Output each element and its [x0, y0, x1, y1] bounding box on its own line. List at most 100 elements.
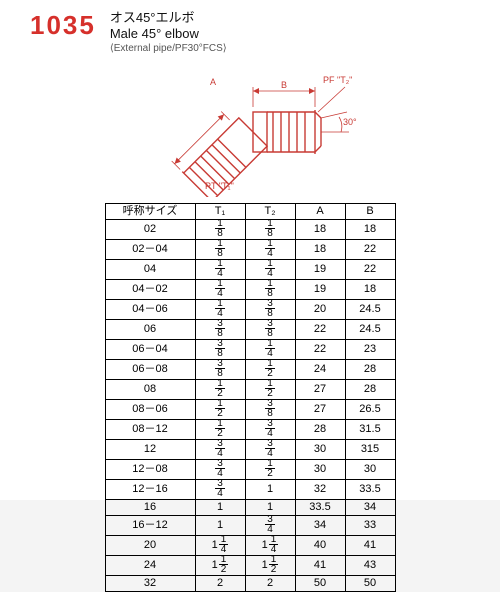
cell-size: 20: [105, 536, 195, 556]
cell-t1: 14: [195, 300, 245, 320]
pf-label: PF "T₂": [323, 75, 352, 85]
dim-a-label: A: [210, 77, 216, 87]
table-row: 12－163413233.5: [105, 480, 395, 500]
cell-size: 06－04: [105, 340, 195, 360]
table-row: 201141144041: [105, 536, 395, 556]
table-head: 呼称サイズ T₁ T₂ A B: [105, 204, 395, 220]
title-jp: オス45°エルボ: [110, 10, 227, 26]
part-number: 1035: [30, 12, 96, 38]
cell-t2: 38: [245, 400, 295, 420]
cell-t1: 114: [195, 536, 245, 556]
table-row: 16－121343433: [105, 516, 395, 536]
dim-b-label: B: [281, 80, 287, 90]
table-row: 06－0438142223: [105, 340, 395, 360]
cell-size: 02: [105, 220, 195, 240]
cell-a: 22: [295, 320, 345, 340]
table-row: 08－1212342831.5: [105, 420, 395, 440]
cell-a: 19: [295, 260, 345, 280]
elbow-diagram: B A PF "T₂" 30°: [135, 57, 365, 197]
cell-b: 43: [345, 556, 395, 576]
cell-t2: 1: [245, 480, 295, 500]
cell-b: 26.5: [345, 400, 395, 420]
cell-size: 04－02: [105, 280, 195, 300]
cell-size: 02－04: [105, 240, 195, 260]
cell-b: 41: [345, 536, 395, 556]
cell-a: 24: [295, 360, 345, 380]
cell-t2: 18: [245, 220, 295, 240]
cell-b: 28: [345, 380, 395, 400]
table-row: 04－0614382024.5: [105, 300, 395, 320]
th-a: A: [295, 204, 345, 220]
cell-size: 04: [105, 260, 195, 280]
cell-t1: 38: [195, 320, 245, 340]
cell-b: 24.5: [345, 300, 395, 320]
cell-b: 34: [345, 500, 395, 516]
cell-b: 22: [345, 260, 395, 280]
header: 1035 オス45°エルボ Male 45° elbow ⟨External p…: [30, 10, 470, 55]
table-row: 0638382224.5: [105, 320, 395, 340]
cell-size: 16－12: [105, 516, 195, 536]
cell-t1: 38: [195, 360, 245, 380]
cell-a: 19: [295, 280, 345, 300]
cell-size: 12－08: [105, 460, 195, 480]
cell-a: 28: [295, 420, 345, 440]
cell-t1: 2: [195, 576, 245, 592]
title-en: Male 45° elbow: [110, 26, 227, 42]
table-row: 161133.534: [105, 500, 395, 516]
cell-t1: 1: [195, 516, 245, 536]
table-row: 02－0418141822: [105, 240, 395, 260]
cell-t1: 12: [195, 400, 245, 420]
spec-table: 呼称サイズ T₁ T₂ A B 021818181802－04181418220…: [105, 203, 396, 592]
cell-size: 12: [105, 440, 195, 460]
cell-a: 33.5: [295, 500, 345, 516]
cell-t1: 12: [195, 420, 245, 440]
cell-size: 08－12: [105, 420, 195, 440]
cell-t2: 34: [245, 420, 295, 440]
cell-b: 315: [345, 440, 395, 460]
spec-sheet: 1035 オス45°エルボ Male 45° elbow ⟨External p…: [0, 0, 500, 500]
cell-t1: 34: [195, 460, 245, 480]
cell-size: 06－08: [105, 360, 195, 380]
cell-t2: 12: [245, 380, 295, 400]
cell-a: 30: [295, 460, 345, 480]
cell-t2: 14: [245, 340, 295, 360]
cell-t1: 14: [195, 280, 245, 300]
table-row: 241121124143: [105, 556, 395, 576]
cell-t1: 1: [195, 500, 245, 516]
pt-label: PT "T₁": [205, 181, 234, 191]
table-row: 12－0834123030: [105, 460, 395, 480]
subtitle: ⟨External pipe/PF30°FCS⟩: [110, 43, 227, 56]
th-size: 呼称サイズ: [105, 204, 195, 220]
cell-t2: 12: [245, 360, 295, 380]
cell-size: 08－06: [105, 400, 195, 420]
cell-b: 50: [345, 576, 395, 592]
cell-a: 30: [295, 440, 345, 460]
table-body: 021818181802－0418141822041414192204－0214…: [105, 220, 395, 592]
cell-a: 32: [295, 480, 345, 500]
cell-b: 23: [345, 340, 395, 360]
table-row: 06－0838122428: [105, 360, 395, 380]
cell-b: 22: [345, 240, 395, 260]
cell-t1: 34: [195, 440, 245, 460]
cell-t2: 34: [245, 440, 295, 460]
cell-a: 41: [295, 556, 345, 576]
cell-t1: 34: [195, 480, 245, 500]
cell-t1: 18: [195, 240, 245, 260]
cell-a: 34: [295, 516, 345, 536]
cell-size: 12－16: [105, 480, 195, 500]
cell-b: 18: [345, 280, 395, 300]
cell-size: 08: [105, 380, 195, 400]
cell-b: 18: [345, 220, 395, 240]
cell-t2: 38: [245, 320, 295, 340]
cell-t2: 34: [245, 516, 295, 536]
angle-label: 30°: [343, 117, 357, 127]
table-row: 12343430315: [105, 440, 395, 460]
cell-t2: 18: [245, 280, 295, 300]
th-b: B: [345, 204, 395, 220]
cell-b: 33.5: [345, 480, 395, 500]
table-row: 08－0612382726.5: [105, 400, 395, 420]
cell-t1: 12: [195, 380, 245, 400]
cell-b: 33: [345, 516, 395, 536]
cell-t2: 14: [245, 240, 295, 260]
cell-t2: 2: [245, 576, 295, 592]
